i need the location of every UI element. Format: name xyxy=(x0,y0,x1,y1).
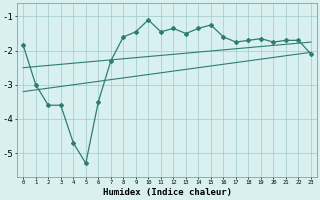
X-axis label: Humidex (Indice chaleur): Humidex (Indice chaleur) xyxy=(103,188,232,197)
